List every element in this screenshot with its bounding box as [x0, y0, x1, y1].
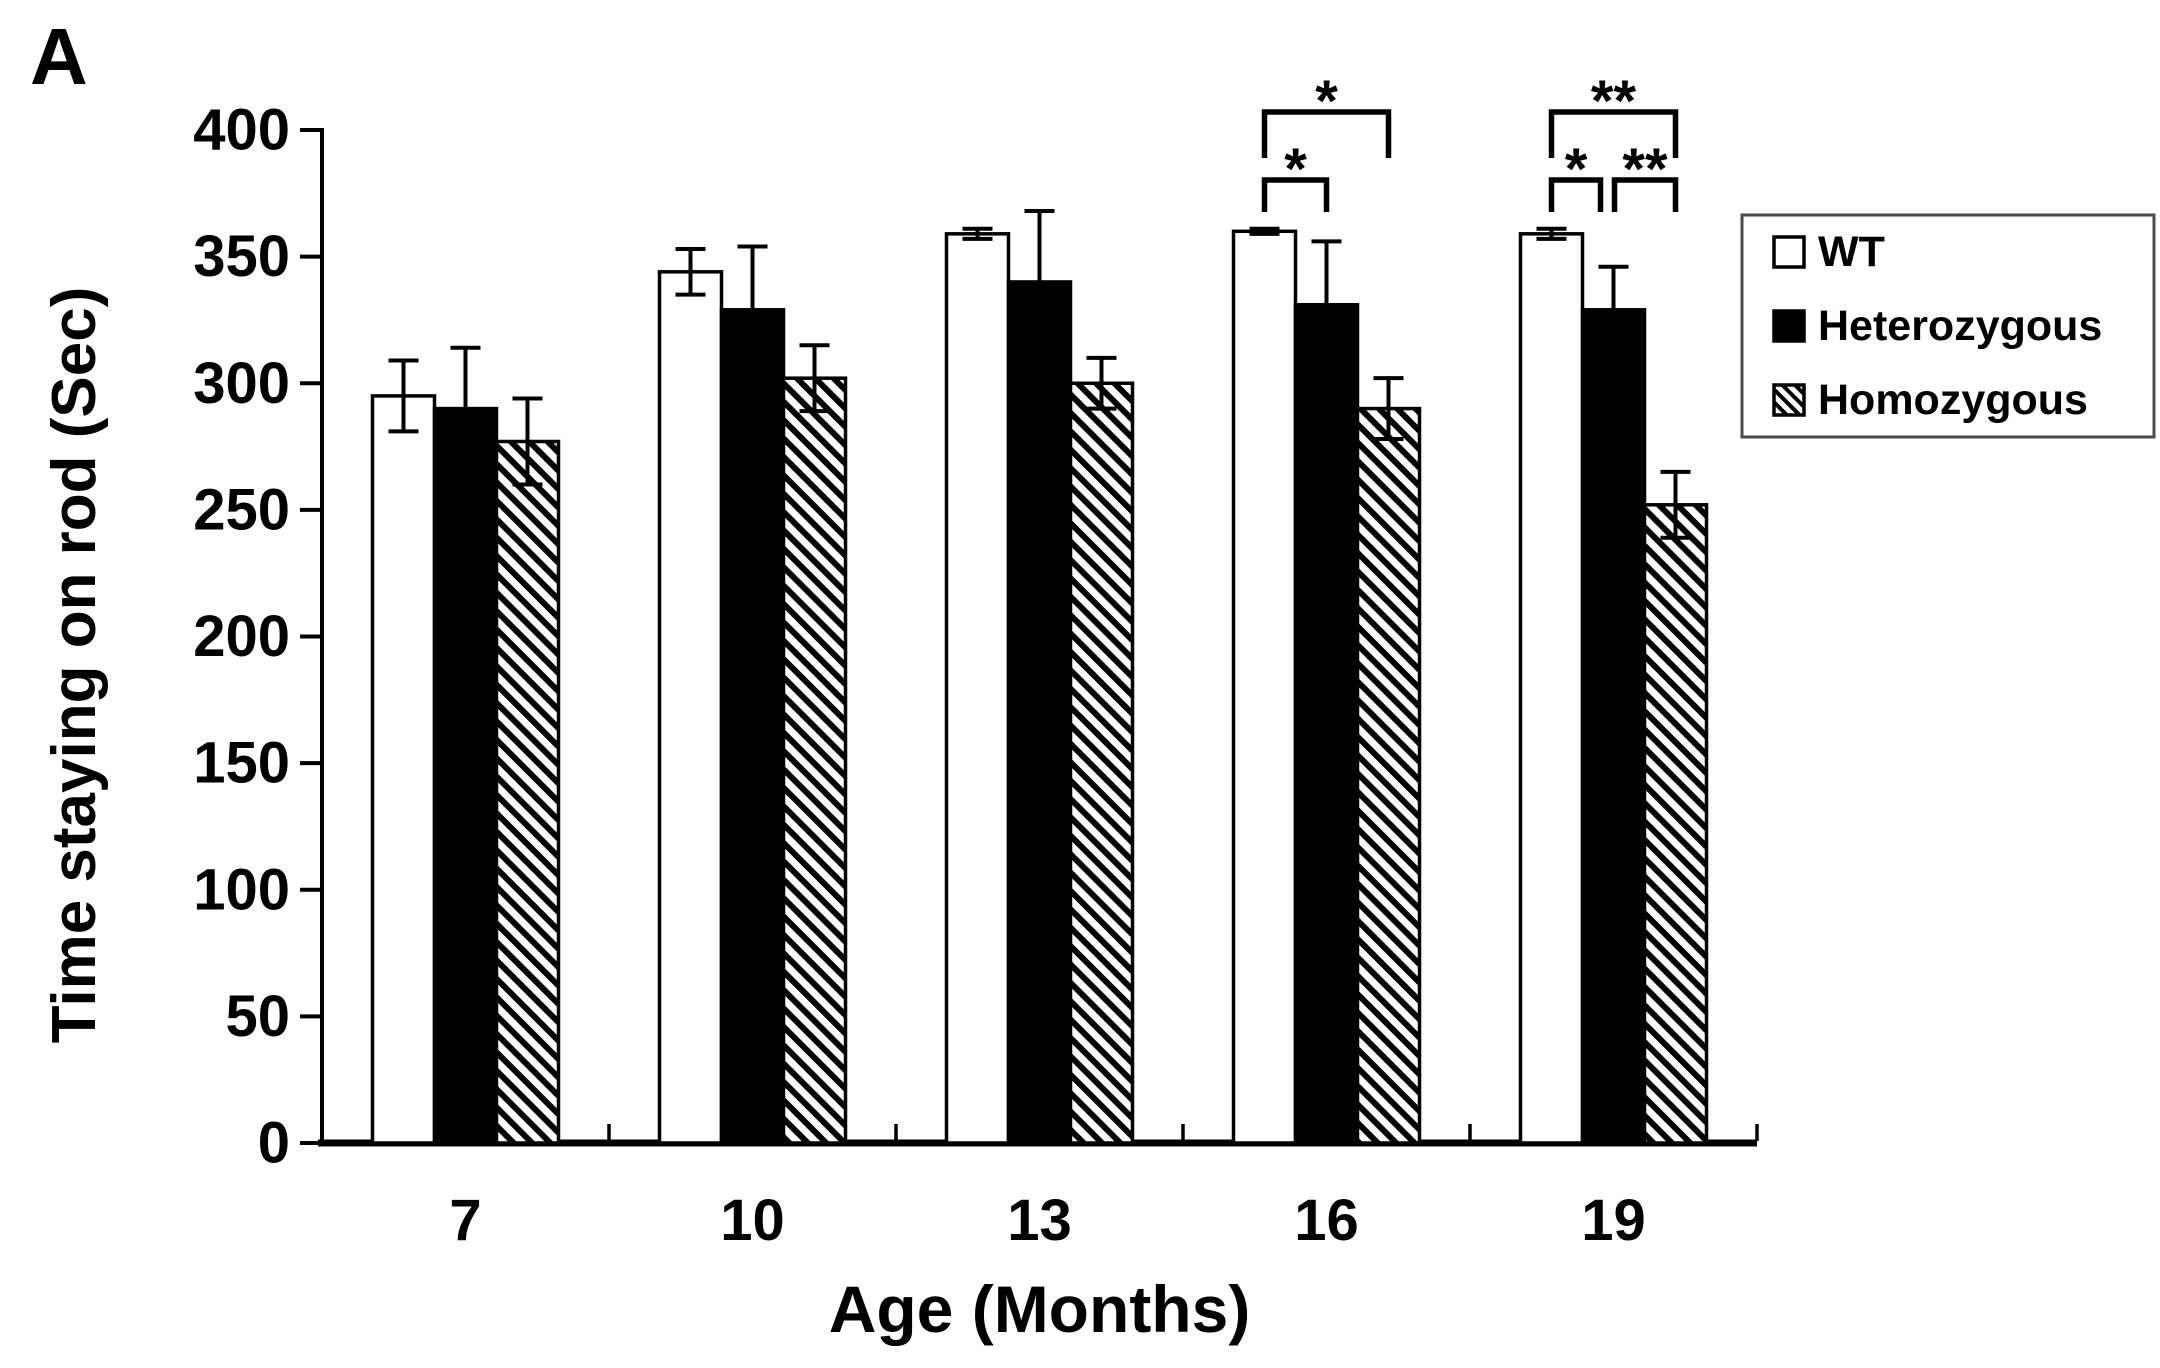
y-tick-label: 200 — [193, 604, 290, 669]
error-bar-Homozygous-13 — [1086, 355, 1117, 411]
bar-WT-13 — [944, 232, 1011, 1145]
significance-label-WT-Homozygous-19: ** — [1591, 69, 1637, 134]
significance-bracket-WT-Heterozygous-16 — [1261, 177, 1330, 212]
x-tick-label: 10 — [720, 1188, 785, 1253]
error-bar-WT-10 — [675, 247, 706, 297]
legend-label-Heterozygous: Heterozygous — [1818, 302, 2102, 350]
error-bar-WT-7 — [388, 358, 419, 434]
bar-Homozygous-7 — [494, 439, 561, 1145]
error-bar-Heterozygous-7 — [450, 345, 481, 472]
y-tick-label: 150 — [193, 731, 290, 796]
bar-WT-7 — [370, 394, 437, 1145]
bar-WT-16 — [1231, 229, 1298, 1145]
legend-item-WT — [1772, 235, 1806, 269]
legend-swatch-diagonal-hatch-square — [1772, 383, 1806, 417]
legend-label-WT: WT — [1818, 228, 1885, 276]
bar-Heterozygous-10 — [719, 308, 786, 1145]
bar-Heterozygous-16 — [1293, 302, 1360, 1145]
error-bar-Homozygous-19 — [1660, 469, 1691, 540]
legend-label-Homozygous: Homozygous — [1818, 376, 2088, 424]
error-bar-Homozygous-10 — [799, 343, 830, 414]
y-tick-label: 50 — [225, 984, 290, 1049]
y-tick-label: 250 — [193, 477, 290, 542]
x-tick-label: 7 — [449, 1188, 481, 1253]
y-tick-label: 300 — [193, 351, 290, 416]
y-tick-label: 100 — [193, 857, 290, 922]
y-tick-label: 0 — [258, 1111, 290, 1176]
x-tick-label: 19 — [1581, 1188, 1646, 1253]
panel-label: A — [30, 12, 88, 101]
significance-label-Heterozygous-Homozygous-19: ** — [1622, 137, 1668, 202]
bar-Heterozygous-13 — [1006, 280, 1073, 1145]
bar-WT-19 — [1518, 232, 1585, 1145]
legend-item-Heterozygous — [1772, 309, 1806, 343]
error-bar-Heterozygous-13 — [1024, 209, 1055, 355]
bar-WT-10 — [657, 270, 724, 1145]
bar-Homozygous-10 — [781, 376, 848, 1145]
bar-Homozygous-13 — [1068, 381, 1135, 1145]
error-bar-Heterozygous-19 — [1598, 264, 1629, 355]
y-axis-title: Time staying on rod (Sec) — [40, 287, 109, 1044]
significance-bracket-WT-Heterozygous-19 — [1548, 177, 1604, 212]
significance-label-WT-Heterozygous-16: * — [1284, 137, 1307, 202]
bar-Homozygous-19 — [1642, 503, 1709, 1145]
significance-bracket-WT-Homozygous-16 — [1261, 109, 1392, 158]
bar-Heterozygous-19 — [1580, 308, 1647, 1145]
legend-swatch-open-square — [1772, 235, 1806, 269]
error-bar-Heterozygous-16 — [1311, 239, 1342, 371]
error-bar-Homozygous-7 — [512, 396, 543, 487]
y-tick-label: 350 — [193, 224, 290, 289]
bar-Homozygous-16 — [1355, 406, 1422, 1145]
error-bar-WT-13 — [962, 226, 993, 241]
significance-bracket-WT-Homozygous-19 — [1548, 109, 1679, 158]
error-bar-WT-19 — [1536, 226, 1567, 241]
bar-Heterozygous-7 — [432, 406, 499, 1145]
x-tick-label: 16 — [1294, 1188, 1359, 1253]
y-tick-label: 400 — [193, 98, 290, 163]
significance-label-WT-Homozygous-16: * — [1315, 69, 1338, 134]
legend-box — [1740, 213, 2156, 439]
x-tick-label: 13 — [1007, 1188, 1072, 1253]
legend-item-Homozygous — [1772, 383, 1806, 417]
error-bar-Heterozygous-10 — [737, 244, 768, 376]
significance-bracket-Heterozygous-Homozygous-19 — [1611, 177, 1679, 212]
error-bar-Homozygous-16 — [1373, 376, 1404, 441]
legend-swatch-solid-black-square — [1772, 309, 1806, 343]
significance-label-WT-Heterozygous-19: * — [1565, 137, 1588, 202]
x-axis-title: Age (Months) — [829, 1272, 1251, 1346]
error-bar-WT-16 — [1249, 226, 1280, 236]
